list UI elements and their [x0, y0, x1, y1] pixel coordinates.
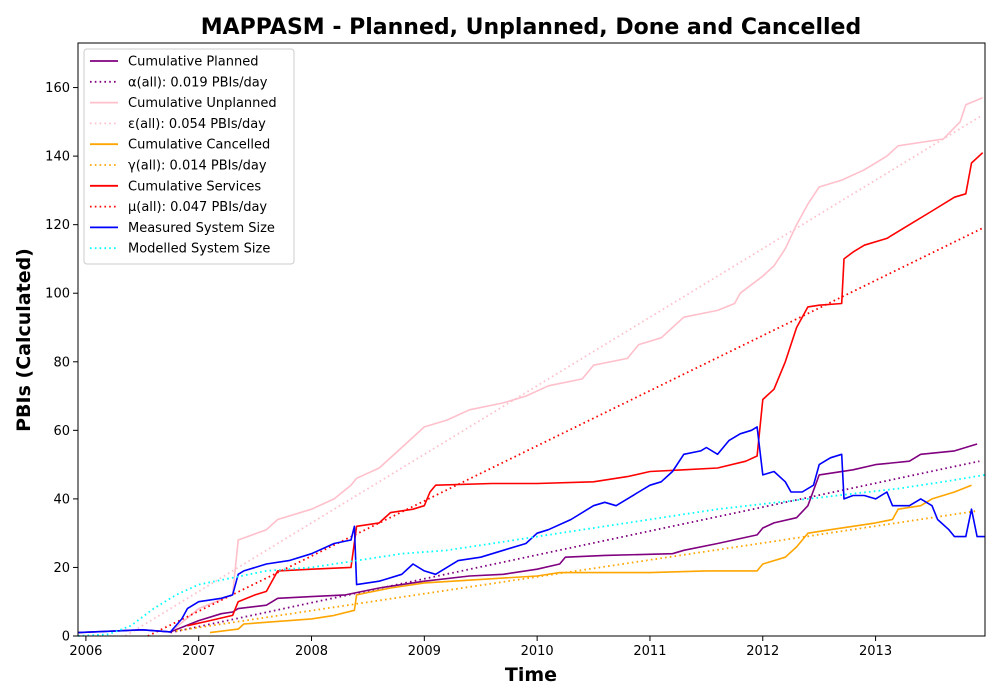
x-tick-label: 2012 — [746, 644, 779, 659]
legend-label: α(all): 0.019 PBIs/day — [128, 75, 268, 90]
series-line-cumulative-planned — [77, 443, 978, 634]
legend-label: ε(all): 0.054 PBIs/day — [128, 117, 266, 132]
x-axis: 2006 2007 2008 2009 2010 2011 2012 2013 — [69, 636, 892, 659]
chart-title: MAPPASM - Planned, Unplanned, Done and C… — [201, 15, 861, 40]
legend-label: Cumulative Services — [128, 179, 261, 194]
x-tick-label: 2007 — [182, 644, 215, 659]
legend-box — [83, 48, 295, 265]
series-layer — [77, 97, 986, 637]
legend-label: μ(all): 0.047 PBIs/day — [128, 200, 267, 215]
x-tick-label: 2006 — [69, 644, 102, 659]
y-tick-label: 60 — [53, 424, 70, 439]
y-tick-label: 160 — [45, 81, 70, 96]
y-axis-label: PBIs (Calculated) — [13, 248, 35, 432]
series-line-cumulative-unplanned — [173, 97, 984, 630]
legend-label: Cumulative Planned — [128, 55, 258, 70]
x-tick-label: 2008 — [295, 644, 328, 659]
y-tick-label: 100 — [45, 287, 70, 302]
y-tick-label: 40 — [53, 492, 70, 507]
x-tick-label: 2010 — [521, 644, 554, 659]
series-line-all-0-047-pbis-day — [147, 227, 984, 637]
x-axis-label: Time — [505, 664, 557, 686]
y-tick-label: 0 — [62, 630, 70, 645]
legend-label: γ(all): 0.014 PBIs/day — [128, 159, 267, 174]
legend-label: Cumulative Unplanned — [128, 96, 277, 111]
x-tick-label: 2013 — [859, 644, 892, 659]
legend-label: Modelled System Size — [128, 242, 270, 257]
series-line-all-0-054-pbis-day — [124, 114, 984, 637]
legend-label: Cumulative Cancelled — [128, 138, 270, 153]
y-tick-label: 80 — [53, 355, 70, 370]
legend: Cumulative Planned α(all): 0.019 PBIs/day… — [83, 48, 295, 265]
series-line-all-0-019-pbis-day — [170, 460, 980, 634]
series-line-all-0-014-pbis-day — [175, 510, 978, 632]
legend-label: Measured System Size — [128, 221, 275, 236]
x-tick-label: 2009 — [408, 644, 441, 659]
x-tick-label: 2011 — [633, 644, 666, 659]
y-tick-label: 120 — [45, 218, 70, 233]
y-tick-label: 140 — [45, 150, 70, 165]
y-axis: 0 20 40 60 80 100 120 140 160 — [45, 81, 78, 645]
series-line-modelled-system-size — [77, 474, 986, 637]
y-tick-label: 20 — [53, 561, 70, 576]
series-line-cumulative-cancelled — [209, 484, 972, 634]
series-line-measured-system-size — [77, 426, 985, 634]
series-line-cumulative-services — [187, 152, 984, 627]
plot-area-frame — [77, 42, 986, 637]
